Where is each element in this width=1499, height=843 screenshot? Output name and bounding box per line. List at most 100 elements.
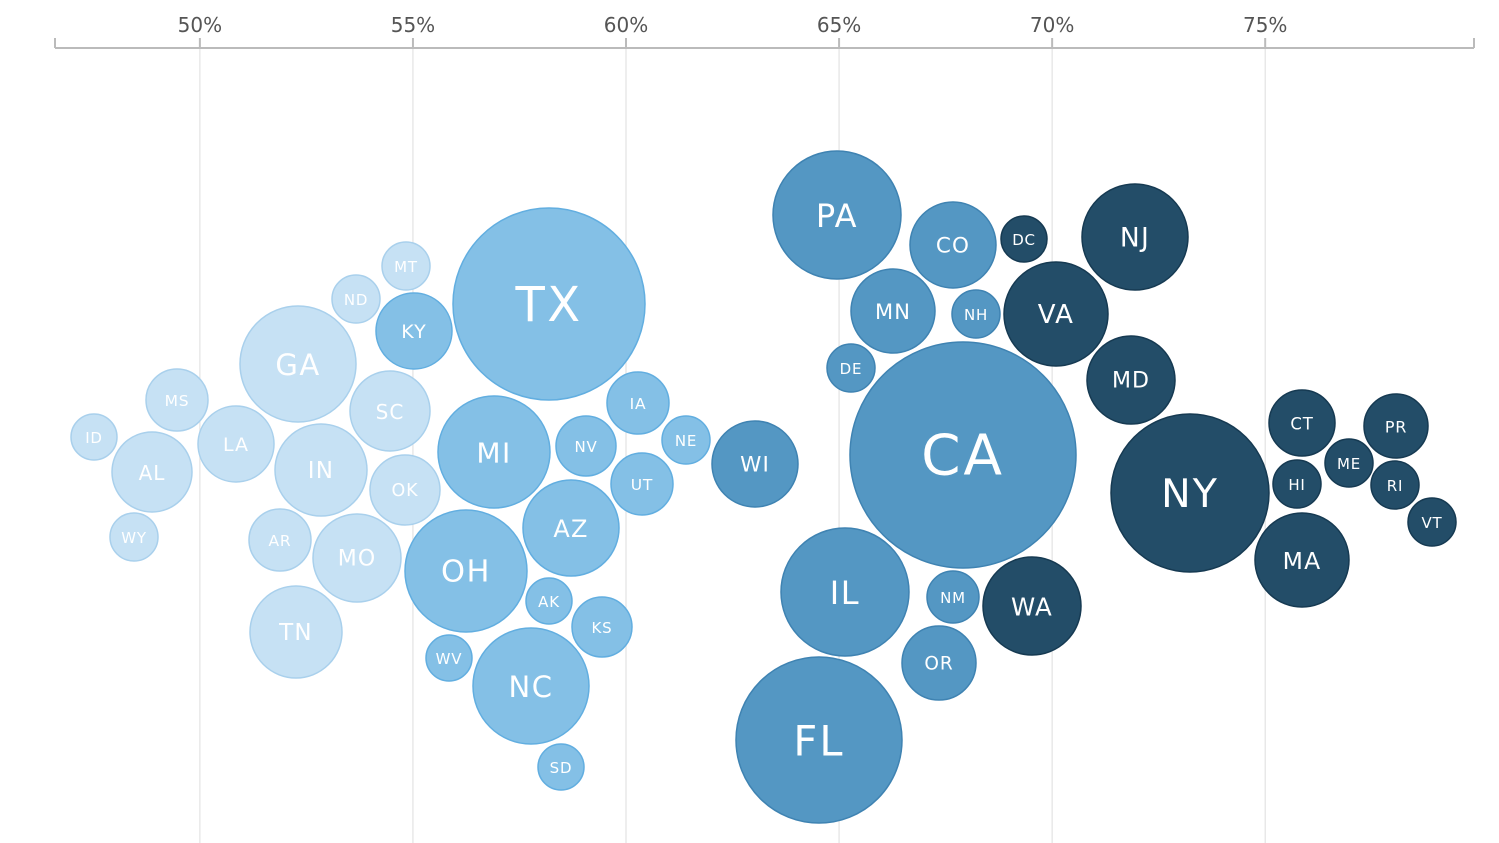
bubble-ri[interactable]: RI (1370, 460, 1420, 510)
bubble-ut[interactable]: UT (610, 452, 674, 516)
bubble-nj[interactable]: NJ (1081, 183, 1189, 291)
bubble-circle[interactable] (772, 150, 902, 280)
bubble-circle[interactable] (826, 343, 876, 393)
bubble-circle[interactable] (437, 395, 551, 509)
bubble-me[interactable]: ME (1324, 438, 1374, 488)
bubble-fl[interactable]: FL (735, 656, 903, 824)
bubble-circle[interactable] (1003, 261, 1109, 367)
bubble-wv[interactable]: WV (425, 634, 473, 682)
bubble-circle[interactable] (571, 596, 633, 658)
bubble-circle[interactable] (610, 452, 674, 516)
bubble-circle[interactable] (312, 513, 402, 603)
bubble-tn[interactable]: TN (249, 585, 343, 679)
bubble-hi[interactable]: HI (1272, 459, 1322, 509)
bubble-mt[interactable]: MT (381, 241, 431, 291)
bubble-id[interactable]: ID (70, 413, 118, 461)
bubble-oh[interactable]: OH (404, 509, 528, 633)
bubble-circle[interactable] (111, 431, 193, 513)
bubble-circle[interactable] (780, 527, 910, 657)
bubble-circle[interactable] (1110, 413, 1270, 573)
bubble-nh[interactable]: NH (951, 289, 1001, 339)
bubble-circle[interactable] (525, 577, 573, 625)
bubble-circle[interactable] (1324, 438, 1374, 488)
bubble-circle[interactable] (982, 556, 1082, 656)
bubble-ok[interactable]: OK (369, 454, 441, 526)
bubble-circle[interactable] (537, 743, 585, 791)
bubble-circle[interactable] (606, 371, 670, 435)
bubble-dc[interactable]: DC (1000, 215, 1048, 263)
bubble-circle[interactable] (522, 479, 620, 577)
bubble-circle[interactable] (472, 627, 590, 745)
bubble-circle[interactable] (248, 508, 312, 572)
bubble-circle[interactable] (452, 207, 646, 401)
bubble-circle[interactable] (1086, 335, 1176, 425)
bubble-ga[interactable]: GA (239, 305, 357, 423)
bubble-ia[interactable]: IA (606, 371, 670, 435)
bubble-circle[interactable] (70, 413, 118, 461)
bubble-circle[interactable] (331, 274, 381, 324)
bubble-circle[interactable] (375, 292, 453, 370)
bubble-mo[interactable]: MO (312, 513, 402, 603)
bubble-ak[interactable]: AK (525, 577, 573, 625)
bubble-circle[interactable] (1000, 215, 1048, 263)
bubble-circle[interactable] (109, 512, 159, 562)
bubble-circle[interactable] (1363, 393, 1429, 459)
bubble-nm[interactable]: NM (926, 570, 980, 624)
bubble-nd[interactable]: ND (331, 274, 381, 324)
bubble-circle[interactable] (145, 368, 209, 432)
bubble-circle[interactable] (425, 634, 473, 682)
bubble-circle[interactable] (711, 420, 799, 508)
bubble-la[interactable]: LA (197, 405, 275, 483)
bubble-circle[interactable] (1081, 183, 1189, 291)
bubble-circle[interactable] (349, 370, 431, 452)
bubble-circle[interactable] (1268, 389, 1336, 457)
bubble-circle[interactable] (274, 423, 368, 517)
bubble-circle[interactable] (197, 405, 275, 483)
bubble-circle[interactable] (661, 415, 711, 465)
bubble-in[interactable]: IN (274, 423, 368, 517)
bubble-wa[interactable]: WA (982, 556, 1082, 656)
bubble-pr[interactable]: PR (1363, 393, 1429, 459)
bubble-de[interactable]: DE (826, 343, 876, 393)
bubble-ar[interactable]: AR (248, 508, 312, 572)
bubble-circle[interactable] (1407, 497, 1457, 547)
bubble-or[interactable]: OR (901, 625, 977, 701)
bubble-ky[interactable]: KY (375, 292, 453, 370)
bubble-wy[interactable]: WY (109, 512, 159, 562)
bubble-circle[interactable] (239, 305, 357, 423)
bubble-ca[interactable]: CA (849, 341, 1077, 569)
bubble-nc[interactable]: NC (472, 627, 590, 745)
bubble-circle[interactable] (369, 454, 441, 526)
bubble-il[interactable]: IL (780, 527, 910, 657)
bubble-sd[interactable]: SD (537, 743, 585, 791)
bubble-circle[interactable] (951, 289, 1001, 339)
bubble-ny[interactable]: NY (1110, 413, 1270, 573)
bubble-mi[interactable]: MI (437, 395, 551, 509)
bubble-pa[interactable]: PA (772, 150, 902, 280)
bubble-circle[interactable] (850, 268, 936, 354)
bubble-circle[interactable] (1370, 460, 1420, 510)
bubble-circle[interactable] (381, 241, 431, 291)
bubble-circle[interactable] (1272, 459, 1322, 509)
bubble-circle[interactable] (909, 201, 997, 289)
bubble-circle[interactable] (404, 509, 528, 633)
bubble-md[interactable]: MD (1086, 335, 1176, 425)
bubble-sc[interactable]: SC (349, 370, 431, 452)
bubble-ma[interactable]: MA (1254, 512, 1350, 608)
bubble-circle[interactable] (1254, 512, 1350, 608)
bubble-ms[interactable]: MS (145, 368, 209, 432)
bubble-circle[interactable] (555, 415, 617, 477)
bubble-ne[interactable]: NE (661, 415, 711, 465)
bubble-ct[interactable]: CT (1268, 389, 1336, 457)
bubble-circle[interactable] (735, 656, 903, 824)
bubble-az[interactable]: AZ (522, 479, 620, 577)
bubble-circle[interactable] (901, 625, 977, 701)
bubble-wi[interactable]: WI (711, 420, 799, 508)
bubble-circle[interactable] (926, 570, 980, 624)
bubble-mn[interactable]: MN (850, 268, 936, 354)
bubble-vt[interactable]: VT (1407, 497, 1457, 547)
bubble-circle[interactable] (249, 585, 343, 679)
bubble-ks[interactable]: KS (571, 596, 633, 658)
bubble-co[interactable]: CO (909, 201, 997, 289)
bubble-nv[interactable]: NV (555, 415, 617, 477)
